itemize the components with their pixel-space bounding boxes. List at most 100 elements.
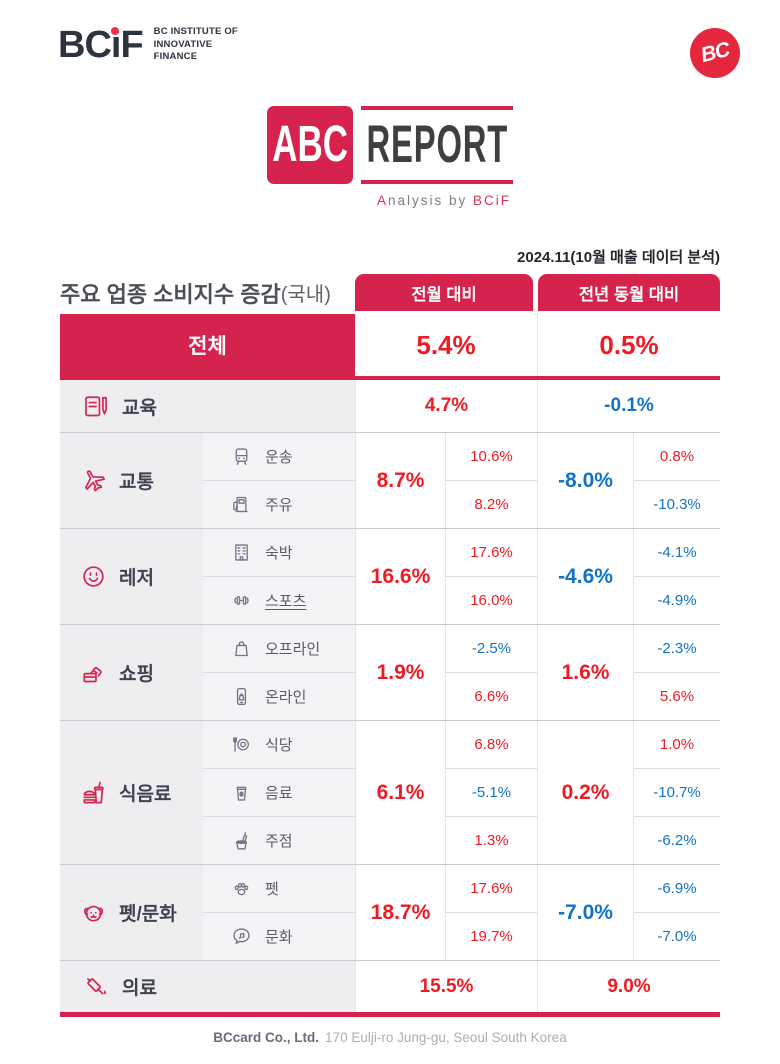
sub-row-beverage: 음료 bbox=[203, 769, 355, 817]
transport-mom-value: 8.7% bbox=[355, 433, 445, 528]
medical-yoy-value: 9.0% bbox=[537, 961, 720, 1012]
abc-logo-box: ABC bbox=[267, 106, 353, 184]
date-note: 2024.11(10월 매출 데이터 분석) bbox=[517, 249, 720, 266]
music-bubble-icon bbox=[231, 926, 252, 947]
mobile-shopping-icon bbox=[231, 686, 252, 707]
fuel-mom-value: 8.2% bbox=[474, 496, 509, 513]
food-mom-value: 6.1% bbox=[355, 721, 445, 864]
syringe-icon bbox=[82, 973, 109, 1000]
column-header-mom: 전월 대비 bbox=[355, 274, 533, 311]
sub-row-transit: 운송 bbox=[203, 433, 355, 481]
sub-row-bar: 주점 bbox=[203, 817, 355, 864]
shopping-yoy-value: 1.6% bbox=[537, 625, 633, 720]
row-shopping: 쇼핑 오프라인 온라인 1.9% -2.5% 6 bbox=[60, 624, 720, 720]
transit-mom-value: 10.6% bbox=[446, 433, 537, 481]
abc-report-subtitle: Analysis by BCiF bbox=[376, 193, 511, 208]
category-label: 레저 bbox=[119, 568, 154, 589]
divider-line bbox=[60, 376, 720, 380]
row-total: 전체 5.4% 0.5% bbox=[60, 314, 720, 376]
sub-row-fuel: 주유 bbox=[203, 481, 355, 528]
sub-row-restaurant: 식당 bbox=[203, 721, 355, 769]
pet-culture-yoy-value: -7.0% bbox=[537, 865, 633, 960]
category-label: 쇼핑 bbox=[119, 664, 154, 685]
category-label: 의료 bbox=[122, 978, 157, 999]
education-yoy-value: -0.1% bbox=[537, 380, 720, 432]
sub-row-culture: 문화 bbox=[203, 913, 355, 960]
total-label: 전체 bbox=[60, 314, 355, 376]
footer-company: BCcard Co., Ltd. bbox=[213, 1030, 320, 1045]
sub-row-offline: 오프라인 bbox=[203, 625, 355, 673]
pet-mom-value: 17.6% bbox=[446, 865, 537, 913]
fuel-pump-icon bbox=[231, 494, 252, 515]
beverage-yoy-value: -10.7% bbox=[634, 769, 720, 817]
pet-culture-mom-value: 18.7% bbox=[355, 865, 445, 960]
paw-icon bbox=[231, 878, 252, 899]
row-medical: 의료 15.5% 9.0% bbox=[60, 960, 720, 1012]
card-hand-icon bbox=[80, 659, 107, 686]
footer-address: 170 Eulji-ro Jung-gu, Seoul South Korea bbox=[325, 1030, 567, 1045]
burger-drink-icon bbox=[80, 779, 107, 806]
transit-yoy-value: 0.8% bbox=[634, 433, 720, 481]
bcif-tagline: BC INSTITUTE OF INNOVATIVE FINANCE bbox=[153, 26, 238, 63]
takeout-cup-icon bbox=[231, 782, 252, 803]
table-title: 주요 업종 소비지수 증감 (국내) bbox=[60, 281, 331, 307]
offline-yoy-value: -2.3% bbox=[634, 625, 720, 673]
pet-yoy-value: -6.9% bbox=[634, 865, 720, 913]
row-food-beverage: 식음료 식당 음료 bbox=[60, 720, 720, 864]
report-logo-box: REPORT bbox=[361, 106, 513, 184]
consumption-index-table: 주요 업종 소비지수 증감 (국내) 전월 대비 전년 동월 대비 전체 5.4%… bbox=[60, 274, 720, 1017]
dumbbell-icon bbox=[231, 590, 252, 611]
bcif-wordmark: BCiF bbox=[58, 24, 144, 66]
fuel-yoy-value: -10.3% bbox=[653, 496, 701, 513]
bcif-logo: BCiF BC INSTITUTE OF INNOVATIVE FINANCE bbox=[58, 26, 238, 64]
sub-row-online: 온라인 bbox=[203, 673, 355, 720]
column-header-yoy: 전년 동월 대비 bbox=[538, 274, 720, 311]
shopping-mom-value: 1.9% bbox=[355, 625, 445, 720]
total-mom-value: 5.4% bbox=[416, 329, 476, 360]
dog-icon bbox=[80, 899, 107, 926]
sports-mom-value: 16.0% bbox=[470, 592, 513, 609]
bottom-divider-line bbox=[60, 1012, 720, 1017]
category-label: 교통 bbox=[119, 472, 154, 493]
restaurant-yoy-value: 1.0% bbox=[634, 721, 720, 769]
plate-cutlery-icon bbox=[231, 734, 252, 755]
online-yoy-value: 5.6% bbox=[659, 688, 695, 705]
train-icon bbox=[231, 446, 252, 467]
lodging-yoy-value: -4.1% bbox=[634, 529, 720, 577]
sub-row-sports: 스포츠 bbox=[203, 577, 355, 624]
beverage-mom-value: -5.1% bbox=[446, 769, 537, 817]
category-label: 식음료 bbox=[119, 784, 172, 805]
education-mom-value: 4.7% bbox=[355, 380, 537, 432]
row-education: 교육 4.7% -0.1% bbox=[60, 380, 720, 432]
food-yoy-value: 0.2% bbox=[537, 721, 633, 864]
building-icon bbox=[231, 542, 252, 563]
table-header-row: 주요 업종 소비지수 증감 (국내) 전월 대비 전년 동월 대비 bbox=[60, 274, 720, 311]
sub-row-lodging: 숙박 bbox=[203, 529, 355, 577]
book-pencil-icon bbox=[82, 393, 109, 420]
sports-yoy-value: -4.9% bbox=[657, 592, 697, 609]
transport-yoy-value: -8.0% bbox=[537, 433, 633, 528]
online-mom-value: 6.6% bbox=[474, 688, 509, 705]
row-leisure: 레저 숙박 스포츠 16.6% 17.6% 16 bbox=[60, 528, 720, 624]
bc-logo-badge: BC bbox=[690, 28, 740, 78]
shopping-bag-icon bbox=[231, 638, 252, 659]
leisure-yoy-value: -4.6% bbox=[537, 529, 633, 624]
restaurant-mom-value: 6.8% bbox=[446, 721, 537, 769]
category-label: 교육 bbox=[122, 397, 157, 419]
sub-row-pet: 펫 bbox=[203, 865, 355, 913]
bar-mom-value: 1.3% bbox=[474, 832, 509, 849]
bar-yoy-value: -6.2% bbox=[657, 832, 697, 849]
offline-mom-value: -2.5% bbox=[446, 625, 537, 673]
smiley-icon bbox=[80, 563, 107, 590]
category-label: 펫/문화 bbox=[119, 904, 177, 925]
abc-report-logo: ABC REPORT Analysis by BCiF bbox=[267, 106, 513, 208]
lodging-mom-value: 17.6% bbox=[446, 529, 537, 577]
row-pet-culture: 펫/문화 펫 문화 18.7% 17.6% 19 bbox=[60, 864, 720, 960]
medical-mom-value: 15.5% bbox=[355, 961, 537, 1012]
culture-yoy-value: -7.0% bbox=[657, 928, 697, 945]
airplane-icon bbox=[80, 467, 107, 494]
bc-logo-text: BC bbox=[698, 37, 732, 68]
row-transport: 교통 운송 주유 8.7% 10.6% 8.2% bbox=[60, 432, 720, 528]
total-yoy-value: 0.5% bbox=[537, 314, 720, 376]
